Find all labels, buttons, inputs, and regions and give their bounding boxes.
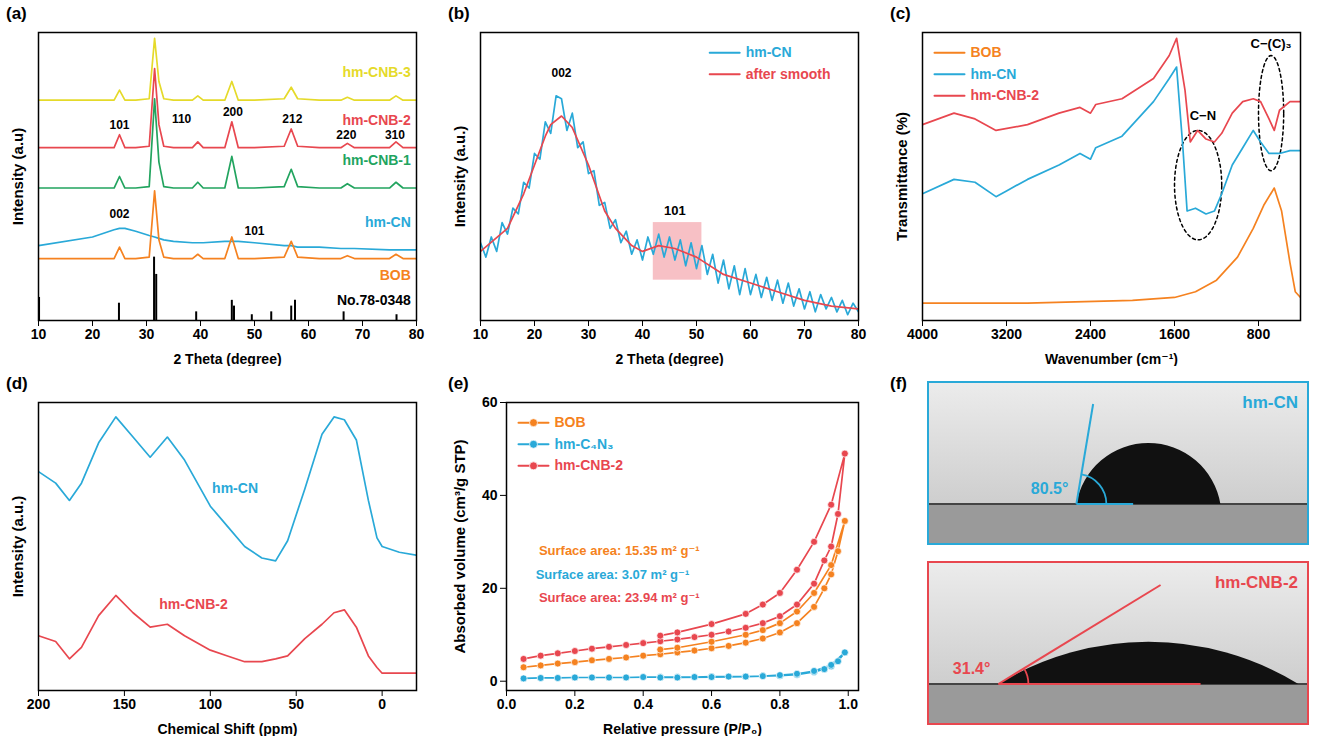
svg-text:200: 200 xyxy=(27,696,51,712)
svg-text:after smooth: after smooth xyxy=(746,66,831,82)
svg-text:hm-CNB-1: hm-CNB-1 xyxy=(342,152,411,168)
svg-text:Chemical Shift (ppm): Chemical Shift (ppm) xyxy=(157,721,297,737)
svg-text:Intensity (a.u.): Intensity (a.u.) xyxy=(9,496,26,598)
svg-text:hm-C₄N₃: hm-C₄N₃ xyxy=(555,436,614,452)
svg-text:C−(C)₃: C−(C)₃ xyxy=(1251,36,1292,51)
svg-text:80: 80 xyxy=(409,326,425,342)
svg-text:0.4: 0.4 xyxy=(633,696,653,712)
svg-text:hm-CN: hm-CN xyxy=(971,66,1017,82)
svg-text:31.4°: 31.4° xyxy=(953,660,991,677)
svg-text:0.6: 0.6 xyxy=(702,696,722,712)
svg-text:30: 30 xyxy=(139,326,155,342)
html-text:(c): (c) xyxy=(890,4,911,23)
svg-text:Surface area: 3.07 m² g⁻¹: Surface area: 3.07 m² g⁻¹ xyxy=(536,567,690,582)
svg-text:2 Theta (degree): 2 Theta (degree) xyxy=(615,351,723,367)
svg-text:1600: 1600 xyxy=(1159,326,1190,342)
html-text:(d): (d) xyxy=(6,374,28,393)
svg-text:hm-CN: hm-CN xyxy=(1242,393,1298,412)
svg-text:101: 101 xyxy=(109,118,129,132)
svg-text:220: 220 xyxy=(336,128,356,142)
svg-text:101: 101 xyxy=(244,224,264,238)
svg-text:4000: 4000 xyxy=(907,326,938,342)
svg-text:hm-CNB-2: hm-CNB-2 xyxy=(159,596,228,612)
svg-text:Intensity (a.u.): Intensity (a.u.) xyxy=(451,126,468,228)
svg-text:hm-CN: hm-CN xyxy=(212,480,258,496)
svg-text:hm-CNB-2: hm-CNB-2 xyxy=(1215,573,1298,592)
svg-text:BOB: BOB xyxy=(380,267,411,283)
svg-text:310: 310 xyxy=(385,128,405,142)
html-text:(e): (e) xyxy=(448,374,469,393)
html-text:(a): (a) xyxy=(6,4,27,23)
svg-text:60: 60 xyxy=(482,394,498,410)
html-text:(f): (f) xyxy=(890,374,907,393)
svg-text:Surface area: 15.35 m² g⁻¹: Surface area: 15.35 m² g⁻¹ xyxy=(539,543,700,558)
svg-text:60: 60 xyxy=(301,326,317,342)
svg-text:002: 002 xyxy=(109,207,129,221)
svg-text:Relative pressure (P/P₀): Relative pressure (P/P₀) xyxy=(603,721,762,737)
svg-text:60: 60 xyxy=(743,326,759,342)
svg-text:10: 10 xyxy=(31,326,47,342)
svg-text:30: 30 xyxy=(581,326,597,342)
svg-text:40: 40 xyxy=(193,326,209,342)
svg-text:Surface area: 23.94 m² g⁻¹: Surface area: 23.94 m² g⁻¹ xyxy=(539,590,700,605)
svg-text:Transmittance (%): Transmittance (%) xyxy=(893,112,910,241)
svg-text:50: 50 xyxy=(689,326,705,342)
svg-text:212: 212 xyxy=(282,112,302,126)
svg-text:hm-CNB-3: hm-CNB-3 xyxy=(342,64,411,80)
svg-text:3200: 3200 xyxy=(991,326,1022,342)
svg-text:20: 20 xyxy=(482,580,498,596)
svg-text:hm-CN: hm-CN xyxy=(746,44,792,60)
svg-text:002: 002 xyxy=(551,66,571,80)
svg-text:40: 40 xyxy=(635,326,651,342)
svg-text:80.5°: 80.5° xyxy=(1031,480,1069,497)
svg-text:2400: 2400 xyxy=(1075,326,1106,342)
svg-text:70: 70 xyxy=(797,326,813,342)
svg-text:150: 150 xyxy=(113,696,137,712)
svg-text:Wavenumber (cm⁻¹): Wavenumber (cm⁻¹) xyxy=(1045,351,1178,367)
svg-text:1.0: 1.0 xyxy=(839,696,859,712)
svg-text:0: 0 xyxy=(378,696,386,712)
svg-text:20: 20 xyxy=(85,326,101,342)
svg-text:No.78-0348: No.78-0348 xyxy=(337,292,411,308)
svg-text:101: 101 xyxy=(664,203,686,218)
svg-text:50: 50 xyxy=(288,696,304,712)
svg-text:70: 70 xyxy=(355,326,371,342)
svg-text:20: 20 xyxy=(527,326,543,342)
svg-text:BOB: BOB xyxy=(971,44,1002,60)
svg-text:10: 10 xyxy=(473,326,489,342)
html-text:(b): (b) xyxy=(448,4,470,23)
svg-text:50: 50 xyxy=(247,326,263,342)
svg-text:hm-CN: hm-CN xyxy=(365,214,411,230)
svg-text:C−N: C−N xyxy=(1190,108,1216,123)
svg-text:200: 200 xyxy=(223,105,243,119)
svg-text:0.8: 0.8 xyxy=(770,696,790,712)
svg-text:100: 100 xyxy=(199,696,223,712)
svg-text:hm-CNB-2: hm-CNB-2 xyxy=(555,457,624,473)
svg-text:0.0: 0.0 xyxy=(497,696,517,712)
svg-text:40: 40 xyxy=(482,487,498,503)
svg-text:0: 0 xyxy=(490,673,498,689)
svg-text:2 Theta (degree): 2 Theta (degree) xyxy=(173,351,281,367)
svg-text:Absorbed volume (cm³/g STP): Absorbed volume (cm³/g STP) xyxy=(451,439,468,653)
svg-text:80: 80 xyxy=(851,326,867,342)
svg-text:800: 800 xyxy=(1247,326,1271,342)
svg-text:0.2: 0.2 xyxy=(565,696,585,712)
svg-text:hm-CNB-2: hm-CNB-2 xyxy=(971,87,1040,103)
svg-text:Intensity (a.u): Intensity (a.u) xyxy=(9,128,26,226)
svg-text:BOB: BOB xyxy=(555,414,586,430)
svg-text:110: 110 xyxy=(172,112,192,126)
svg-text:hm-CNB-2: hm-CNB-2 xyxy=(342,112,411,128)
